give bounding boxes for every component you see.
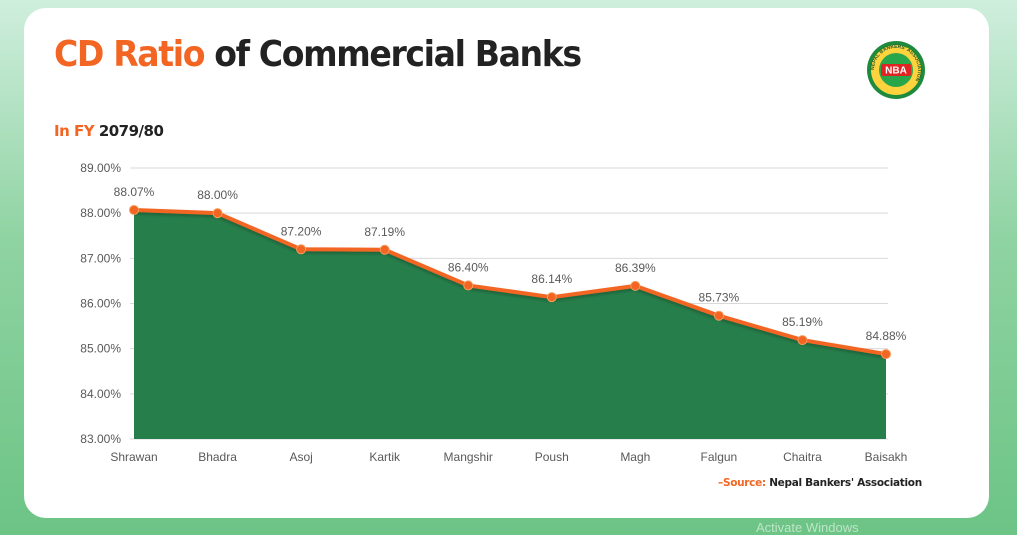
data-point: [630, 280, 641, 291]
x-axis-ticks: Shrawan Bhadra Asoj Kartik Mangshir Poush Magh…: [110, 450, 907, 464]
x-tick-label: Baisakh: [865, 450, 908, 464]
page-title: CD Ratio of Commercial Banks: [54, 34, 582, 75]
y-tick-label: 85.00%: [80, 342, 121, 356]
source-text: Nepal Bankers' Association: [769, 477, 922, 489]
data-point: [212, 208, 223, 219]
y-tick-label: 89.00%: [80, 161, 121, 175]
data-label: 86.14%: [531, 272, 572, 286]
x-tick-label: Shrawan: [110, 450, 157, 464]
data-label: 86.39%: [615, 261, 656, 275]
x-tick-label: Falgun: [701, 450, 738, 464]
data-point: [881, 349, 891, 360]
y-tick-label: 83.00%: [80, 432, 121, 446]
logo-text: NBA: [885, 66, 907, 77]
fiscal-year-subtitle: In FY 2079/80: [54, 122, 164, 140]
data-markers: [129, 205, 891, 360]
data-point: [379, 244, 390, 255]
data-point: [296, 244, 307, 255]
data-label: 88.00%: [197, 188, 238, 202]
subtitle-rest: 2079/80: [98, 122, 164, 140]
series-line: [133, 208, 887, 357]
data-label: 88.07%: [114, 185, 155, 199]
y-tick-label: 87.00%: [80, 251, 121, 265]
area-fill: [134, 210, 886, 439]
y-tick-label: 86.00%: [80, 297, 121, 311]
data-labels: 88.07% 88.00% 87.20% 87.19% 86.40% 86.14% 86.3…: [114, 185, 907, 343]
x-tick-label: Asoj: [289, 450, 312, 464]
data-label: 87.19%: [364, 225, 405, 239]
data-label: 85.19%: [782, 315, 823, 329]
data-label: 87.20%: [281, 224, 322, 238]
data-label: 84.88%: [866, 329, 907, 343]
data-point: [463, 280, 474, 291]
x-tick-label: Kartik: [369, 450, 401, 464]
x-tick-label: Chaitra: [783, 450, 822, 464]
x-tick-label: Bhadra: [198, 450, 237, 464]
source-label: –Source:: [718, 477, 766, 489]
x-tick-label: Magh: [620, 450, 650, 464]
x-tick-label: Poush: [535, 450, 569, 464]
subtitle-accent: In FY: [54, 122, 99, 140]
title-rest: of Commercial Banks: [204, 34, 582, 75]
data-label: 86.40%: [448, 260, 489, 274]
data-label: 85.73%: [699, 291, 740, 305]
title-accent: CD Ratio: [54, 34, 205, 75]
data-point: [546, 292, 557, 303]
y-tick-label: 88.00%: [80, 206, 121, 220]
data-point: [713, 310, 724, 321]
y-tick-label: 84.00%: [80, 387, 121, 401]
x-tick-label: Mangshir: [444, 450, 493, 464]
nba-logo: NEPAL BANKERS' ASSOCIATION NBA: [867, 41, 925, 99]
data-point: [129, 205, 139, 216]
os-watermark: Activate Windows: [756, 520, 859, 535]
data-point: [797, 335, 808, 346]
source-note: –Source: Nepal Bankers' Association: [718, 477, 922, 489]
y-axis-ticks: 83.00% 84.00% 85.00% 86.00% 87.00% 88.00% 89.0…: [80, 161, 121, 446]
